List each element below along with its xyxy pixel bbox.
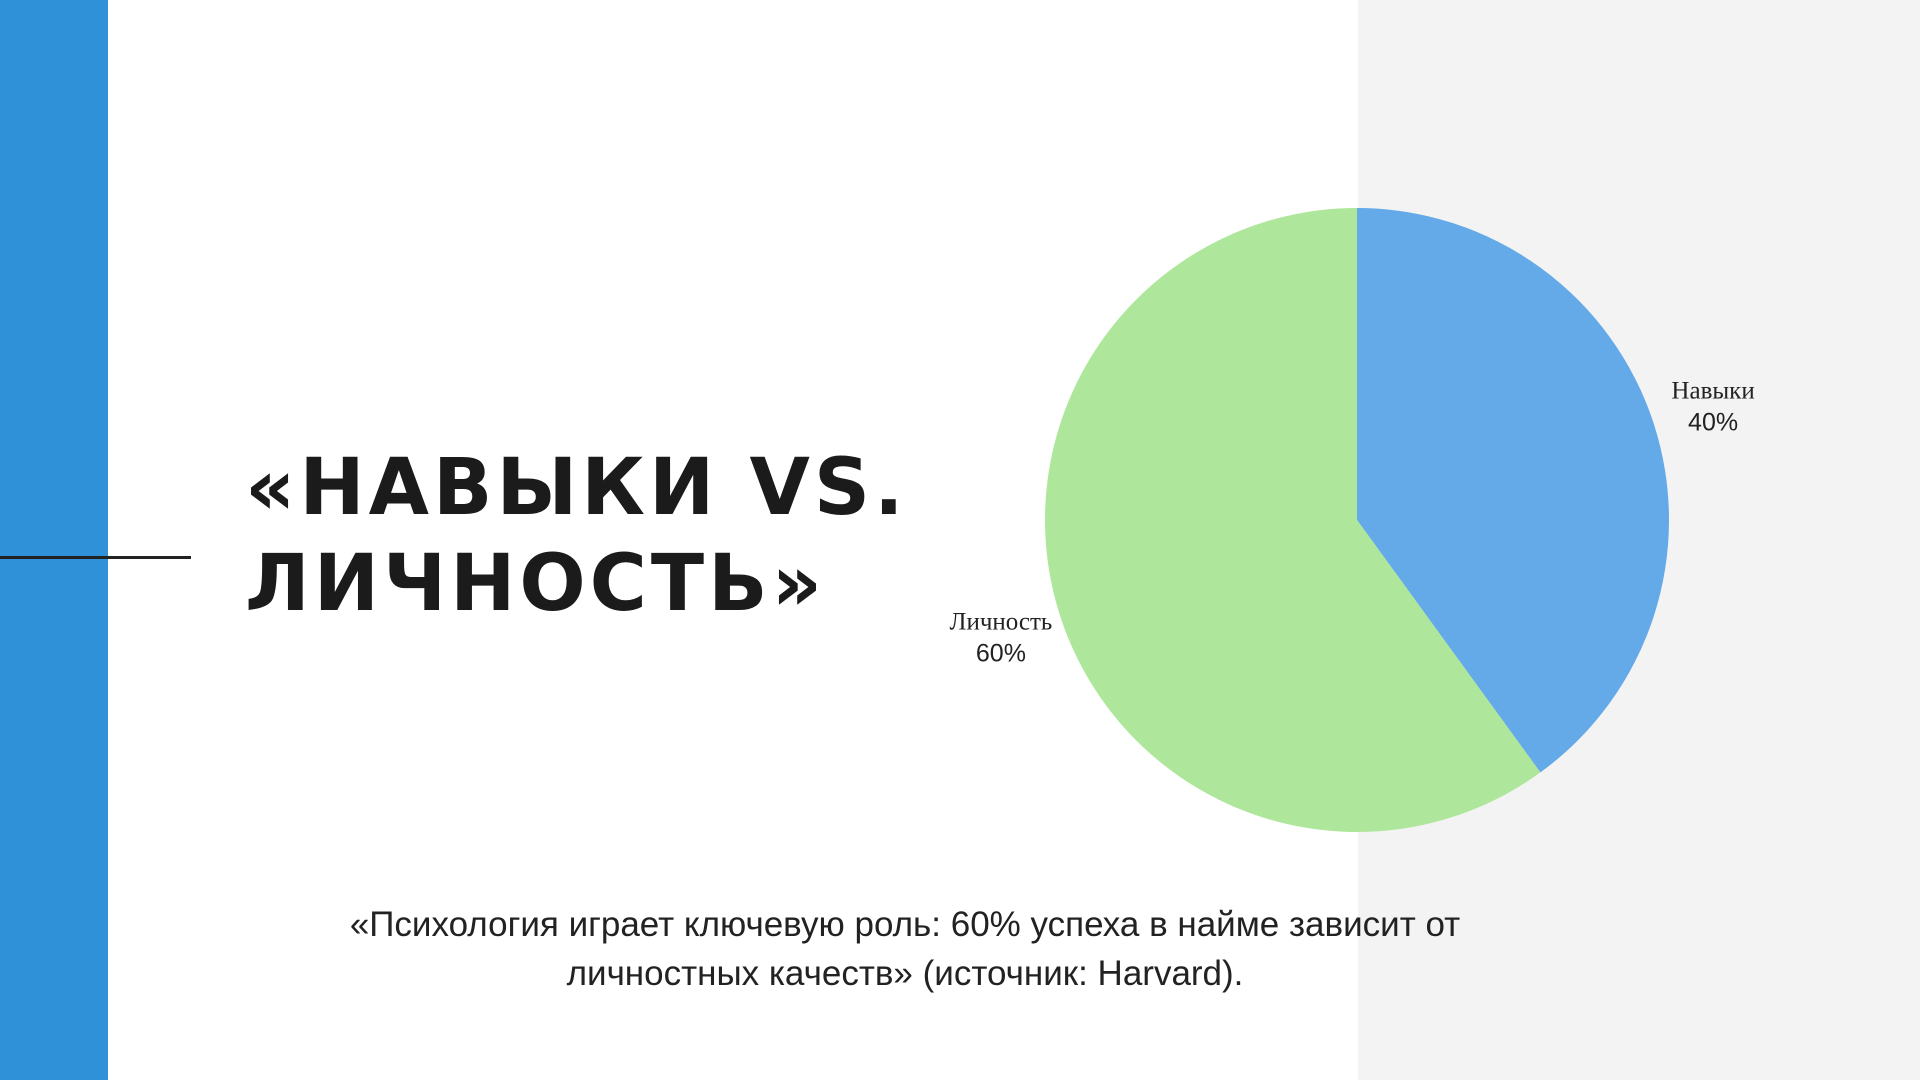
pie-slice xyxy=(1044,208,1541,832)
slice-label: Навыки xyxy=(1671,377,1754,404)
pie-slice xyxy=(1357,208,1669,773)
divider xyxy=(0,556,191,559)
side-bar xyxy=(0,0,108,1080)
chart-title: «НАВЫКИ VS. ЛИЧНОСТЬ» xyxy=(245,443,908,629)
caption: «Психология играет ключевую роль: 60% ус… xyxy=(349,905,1461,993)
slice-label: Личность xyxy=(950,609,1053,636)
slice-value-label: 60% xyxy=(976,640,1026,668)
slice-value-label: 40% xyxy=(1688,408,1738,436)
